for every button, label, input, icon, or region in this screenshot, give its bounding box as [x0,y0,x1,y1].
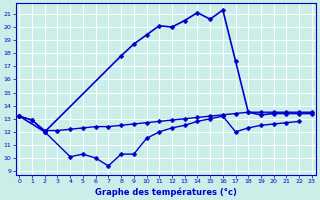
X-axis label: Graphe des températures (°c): Graphe des températures (°c) [95,187,236,197]
